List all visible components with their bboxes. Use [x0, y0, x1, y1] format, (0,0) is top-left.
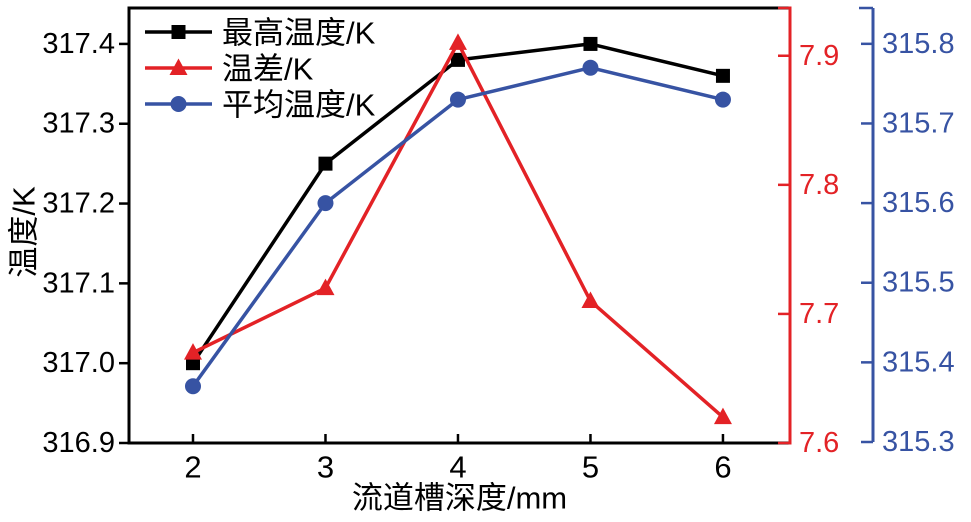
legend-item [145, 58, 212, 75]
y-axis-left-tick-label: 317.2 [42, 188, 115, 220]
legend-label: 温差/K [222, 52, 314, 87]
x-axis-tick-label: 4 [449, 450, 466, 485]
series-2 [183, 33, 732, 425]
legend-circle-marker [170, 96, 187, 112]
legend-label: 平均温度/K [222, 88, 376, 123]
series-3-marker [184, 378, 201, 395]
y-axis-left-tick-label: 317.3 [42, 108, 115, 140]
series-3-marker [317, 195, 334, 212]
y-axis-temp-diff-tick-label: 7.8 [799, 169, 839, 201]
y-axis-avg-temp-tick-label: 315.8 [882, 28, 955, 60]
series-2-marker [581, 291, 600, 309]
series-2-marker [713, 407, 732, 425]
y-axis-left-tick-label: 317.4 [42, 28, 115, 60]
series-2-marker [316, 278, 335, 296]
series-2-marker [448, 33, 467, 50]
y-axis-avg-temp-tick-label: 315.4 [882, 346, 955, 378]
y-axis-avg-temp-tick-label: 315.6 [882, 187, 955, 219]
series-3-marker [449, 91, 466, 108]
legend-label: 最高温度/K [222, 16, 376, 51]
x-axis-tick-label: 6 [714, 450, 731, 485]
series-1 [185, 36, 730, 371]
legend-square-marker [171, 25, 186, 39]
series-3-marker [714, 91, 731, 108]
y-axis-temp-diff-tick-label: 7.9 [799, 40, 839, 72]
series-2-marker [183, 343, 202, 360]
y-axis-temp-diff-tick-label: 7.7 [799, 298, 839, 330]
series-1-marker [318, 156, 333, 171]
y-axis-avg-temp-tick-label: 315.3 [882, 426, 955, 458]
legend-item [145, 96, 212, 112]
series-3-marker [582, 59, 599, 76]
x-axis-title: 流道槽深度/mm [352, 481, 567, 516]
y-axis-temp-diff-tick-label: 7.6 [799, 427, 839, 459]
series-1-marker [450, 52, 465, 67]
series-3 [184, 59, 731, 395]
series-1-marker [583, 36, 598, 51]
x-axis-tick-label: 2 [184, 450, 201, 485]
y-axis-left-tick-label: 317.1 [42, 267, 115, 299]
legend [145, 25, 212, 112]
y-axis-left-tick-label: 317.0 [42, 347, 115, 379]
series-1-marker [185, 356, 200, 371]
legend-triangle-marker [169, 58, 188, 75]
y-axis-title: 温度/K [7, 186, 42, 278]
x-axis-tick-label: 5 [582, 450, 599, 485]
y-axis-left-tick-label: 316.9 [42, 427, 115, 459]
series-1-marker [715, 68, 730, 83]
y-axis-avg-temp-tick-label: 315.5 [882, 267, 955, 299]
y-axis-avg-temp-tick-label: 315.7 [882, 107, 955, 139]
x-axis-tick-label: 3 [317, 450, 334, 485]
legend-item [145, 25, 212, 39]
